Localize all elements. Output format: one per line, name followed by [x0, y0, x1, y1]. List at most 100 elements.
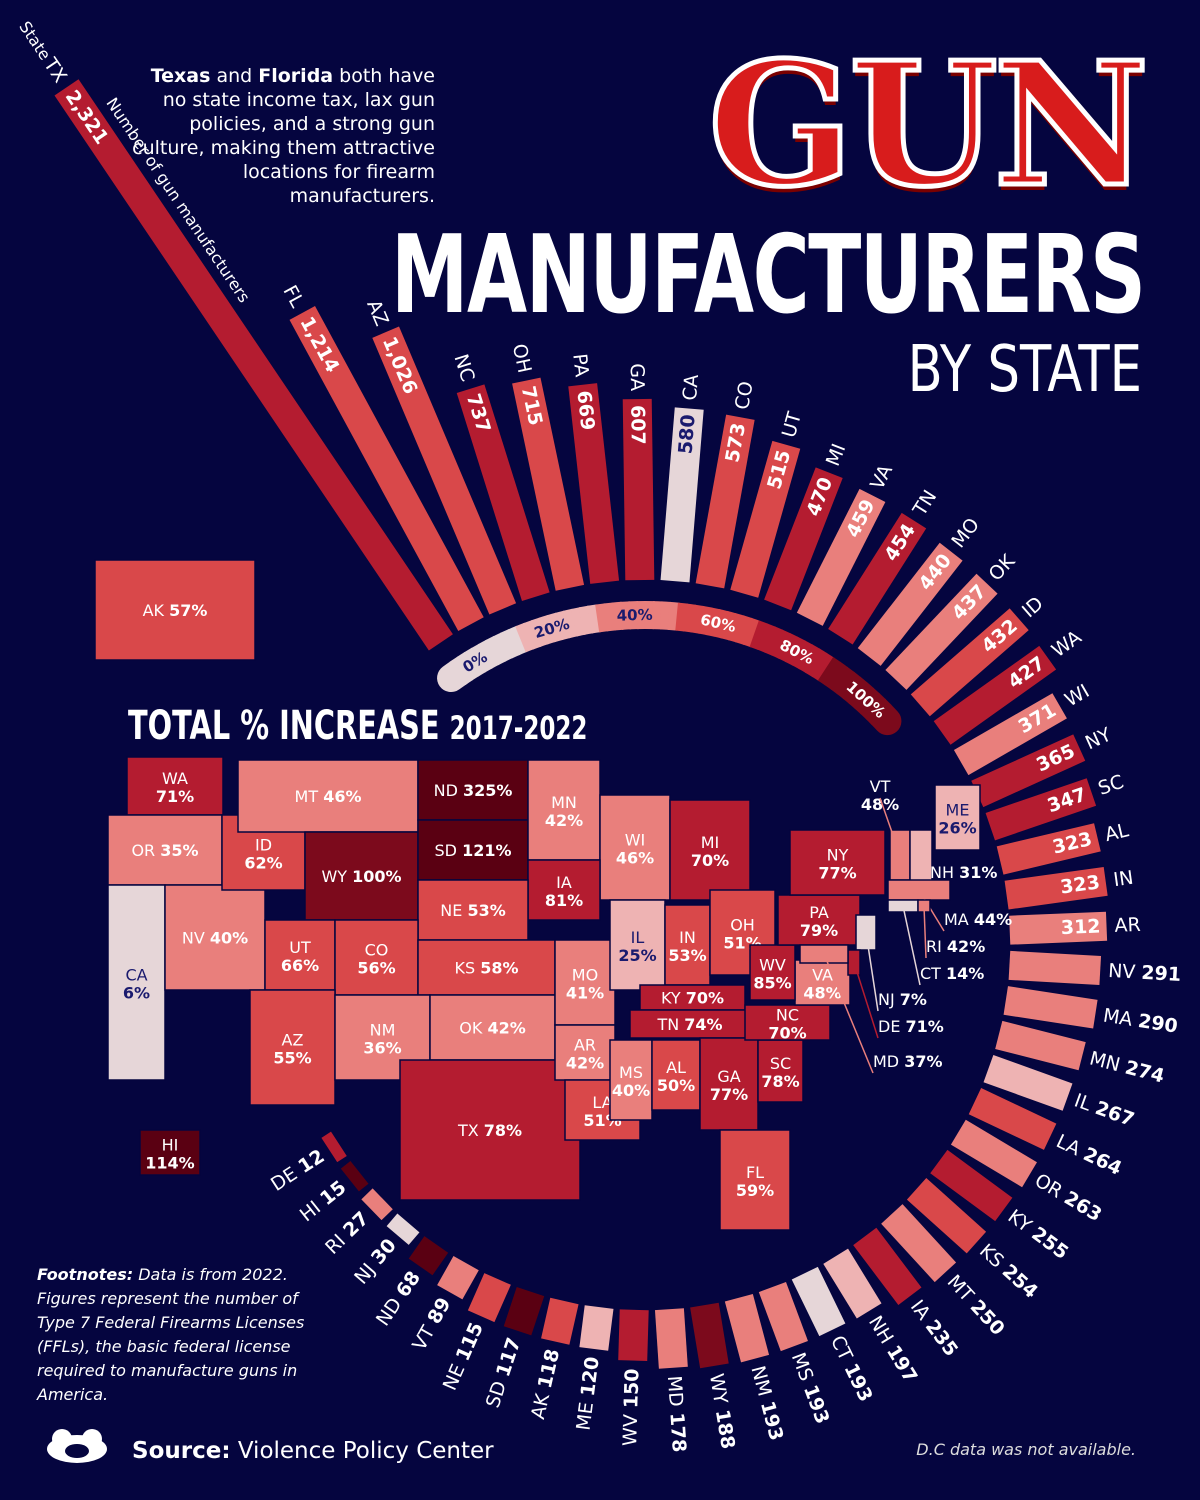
bar-rect	[541, 1297, 579, 1345]
map-state-nc: NC 70%	[744, 1004, 831, 1043]
bar-rect	[361, 1188, 393, 1221]
bar-state-label: WV 150	[619, 1368, 643, 1446]
state-increase-label: HI 114%	[145, 1136, 194, 1173]
bar-state-label: CA	[679, 373, 703, 401]
map-state-tn: TN 74%	[629, 1009, 751, 1039]
map-state-sd: SD 121%	[417, 819, 529, 881]
map-state-mn: MN 42%	[527, 759, 601, 861]
bar-value: 312	[1060, 916, 1101, 940]
bar-rect	[985, 778, 1097, 841]
bar-ut: UT 515	[730, 409, 806, 598]
bar-rect	[467, 1273, 511, 1323]
bar-rect	[568, 383, 620, 584]
bar-state-label: UT	[778, 409, 806, 440]
bar-rect	[933, 645, 1057, 745]
state-shape	[609, 899, 666, 991]
bar-state-label: KY 255	[1004, 1205, 1073, 1264]
state-shape	[744, 1004, 831, 1041]
state-shape	[639, 984, 746, 1011]
map-state-tx: TX 78%	[399, 1059, 581, 1201]
state-shape	[399, 1059, 581, 1201]
map-state-wa: WA 71%	[126, 756, 224, 816]
state-shape	[794, 959, 851, 1006]
state-increase-label: AR 42%	[566, 1036, 604, 1073]
state-shape	[126, 756, 224, 816]
bar-rect	[372, 326, 517, 615]
bar-rect	[881, 1204, 957, 1283]
map-state-pa: PA 79%	[777, 894, 861, 946]
bar-state-label: SC	[1095, 771, 1126, 800]
state-shape	[609, 1039, 653, 1121]
bar-rect	[764, 467, 843, 611]
state-shape	[417, 879, 529, 941]
state-increase-label: CO 56%	[357, 941, 395, 978]
state-increase-label: KY 70%	[661, 989, 724, 1008]
bar-state-label: AZ	[362, 297, 392, 330]
leader-line	[918, 889, 945, 932]
bar-rect	[971, 734, 1086, 808]
map-state-ct: CT 14%	[887, 899, 984, 986]
bar-value: 669	[572, 390, 598, 432]
bar-md: MD 178	[654, 1308, 690, 1453]
state-shape	[304, 831, 419, 921]
state-increase-label: PA 79%	[800, 903, 838, 940]
bar-rect	[1009, 911, 1108, 945]
state-increase-label: DE 71%	[878, 1017, 944, 1036]
bar-rect	[289, 306, 484, 632]
bar-state-label: NH 197	[864, 1312, 922, 1387]
bar-rect	[983, 1054, 1073, 1111]
state-increase-label: AZ 55%	[273, 1031, 311, 1068]
bar-state-label: KS 254	[975, 1240, 1042, 1303]
bar-rect	[1003, 986, 1098, 1029]
map-state-ma: MA 44%	[887, 879, 1012, 932]
dc-note: D.C data was not available.	[916, 1440, 1136, 1459]
state-shape	[417, 759, 529, 821]
map-state-ky: KY 70%	[639, 984, 746, 1011]
map-state-ne: NE 53%	[417, 879, 529, 941]
map-state-co: CO 56%	[334, 919, 419, 996]
map-state-ut: UT 66%	[264, 919, 336, 991]
bar-state-label: MS 193	[787, 1350, 834, 1427]
leader-line	[923, 905, 927, 959]
state-increase-label: VT 48%	[861, 777, 899, 814]
state-increase-label: IA 81%	[545, 873, 583, 910]
bar-state-label: WI	[1061, 680, 1093, 711]
state-increase-label: SC 78%	[761, 1054, 799, 1091]
bar-pa: PA 669	[568, 353, 620, 584]
state-increase-label: AL 50%	[657, 1058, 695, 1095]
state-shape	[107, 814, 223, 886]
bar-ga: GA 607	[622, 363, 655, 581]
state-increase-label: ID 62%	[244, 836, 282, 873]
bar-rect	[437, 1256, 479, 1300]
bar-state-label: PA	[568, 353, 592, 379]
state-increase-label: MN 42%	[545, 793, 583, 830]
state-shape	[334, 919, 419, 996]
bar-rect	[340, 1161, 369, 1192]
bar-rect	[660, 407, 704, 583]
state-shape	[249, 989, 336, 1106]
bar-rect	[953, 693, 1067, 776]
bar-state-label: NY	[1082, 723, 1115, 754]
state-increase-label: NV 40%	[182, 929, 248, 948]
annotation-note: Texas and Florida both have no state inc…	[132, 65, 435, 207]
map-state-ak: AK 57%	[94, 559, 256, 661]
leader-line	[879, 797, 901, 856]
bar-state-label: OH	[508, 342, 536, 375]
map-title: TOTAL % INCREASE 2017-2022	[128, 703, 588, 749]
bar-rect	[622, 398, 655, 581]
bar-state-label: IL 267	[1071, 1089, 1137, 1131]
bar-state-label: OK	[985, 550, 1020, 585]
state-shape	[757, 1039, 804, 1103]
map-state-mo: MO 41%	[554, 939, 616, 1026]
bar-nv: NV 291	[1008, 950, 1182, 986]
bar-state-label: ME 120	[573, 1356, 604, 1432]
bar-rect	[690, 1302, 729, 1369]
map-state-ri: RI 42%	[917, 899, 985, 959]
state-shape	[554, 939, 616, 1026]
state-increase-label: TN 74%	[656, 1015, 722, 1034]
state-increase-label: KS 58%	[454, 959, 518, 978]
bar-rect	[695, 414, 755, 589]
